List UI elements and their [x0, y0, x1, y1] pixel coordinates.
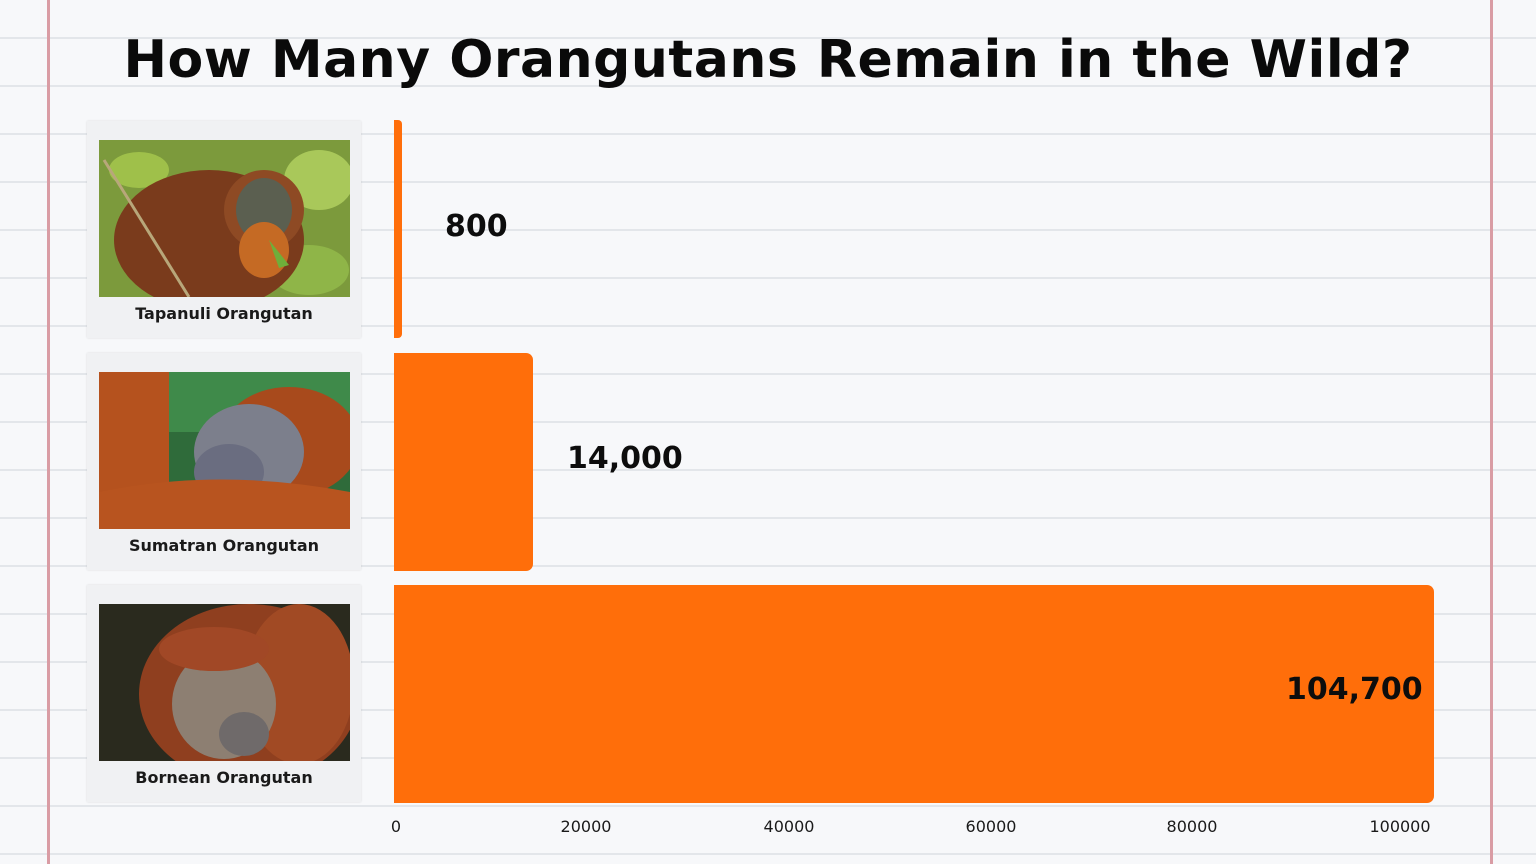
x-tick-label: 60000	[965, 817, 1017, 836]
species-card-bornean: Bornean Orangutan	[87, 585, 361, 802]
value-label-tapanuli: 800	[445, 209, 508, 244]
x-tick-label: 100000	[1369, 817, 1431, 836]
bar-bornean	[394, 585, 1434, 803]
tapanuli-orangutan-photo-icon	[99, 140, 350, 297]
chart-title: How Many Orangutans Remain in the Wild?	[123, 30, 1413, 90]
bar-sumatran	[394, 353, 533, 571]
species-card-sumatran: Sumatran Orangutan	[87, 353, 361, 570]
species-label: Tapanuli Orangutan	[135, 304, 313, 323]
value-label-sumatran: 14,000	[567, 441, 683, 476]
x-tick-label: 40000	[763, 817, 815, 836]
species-card-tapanuli: Tapanuli Orangutan	[87, 121, 361, 338]
species-label: Bornean Orangutan	[135, 768, 313, 787]
value-label-bornean: 104,700	[1286, 672, 1423, 707]
x-tick-label: 80000	[1166, 817, 1218, 836]
x-tick-label: 0	[390, 817, 402, 836]
left-margin-line	[47, 0, 50, 864]
x-tick-label: 20000	[560, 817, 612, 836]
sumatran-orangutan-photo-icon	[99, 372, 350, 529]
bornean-orangutan-photo-icon	[99, 604, 350, 761]
right-margin-line	[1490, 0, 1493, 864]
species-label: Sumatran Orangutan	[128, 536, 320, 555]
bar-tapanuli	[394, 120, 402, 338]
